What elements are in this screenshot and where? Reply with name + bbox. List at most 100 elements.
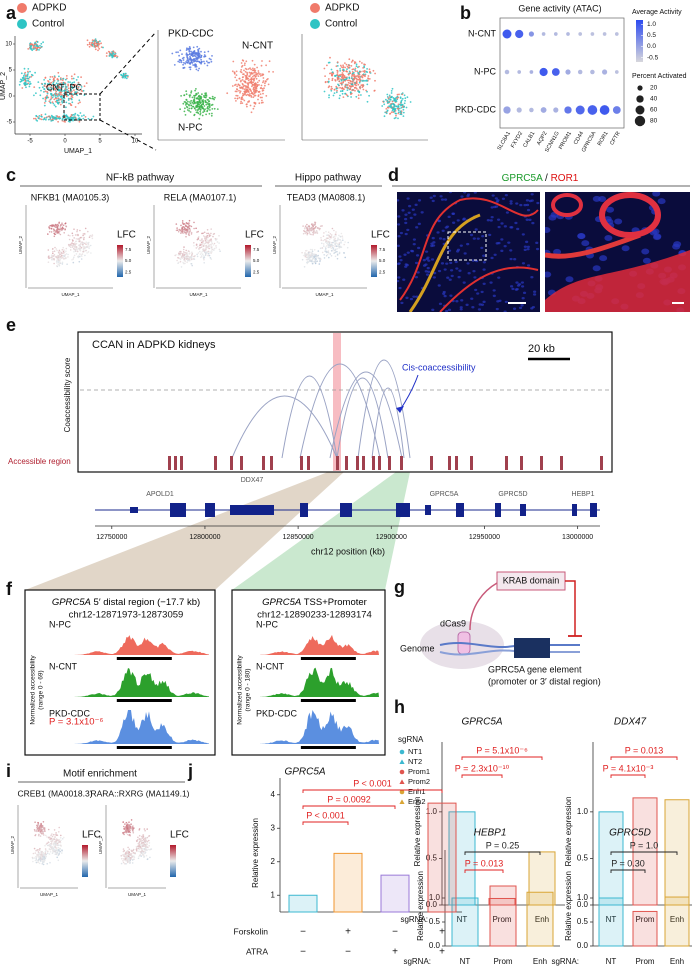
embedding-point (131, 828, 134, 831)
coaccess-arc (231, 395, 338, 459)
embedding-point (249, 104, 252, 107)
embedding-point (202, 240, 205, 242)
nucleus (496, 199, 500, 202)
embedding-point (336, 89, 338, 92)
embedding-point (85, 82, 88, 84)
comparison-bracket (610, 774, 646, 778)
embedding-point (102, 46, 104, 49)
embedding-point (323, 254, 326, 256)
embedding-point (190, 255, 192, 258)
embedding-point (185, 222, 188, 224)
embedding-point (239, 86, 241, 89)
embedding-point (62, 257, 64, 259)
embedding-point (54, 88, 57, 91)
embedding-point (208, 112, 211, 115)
embedding-point (41, 86, 44, 89)
colorbar-label: 7.5 (253, 247, 260, 252)
nucleus (438, 302, 443, 306)
embedding-point (339, 90, 342, 93)
peak-bar (300, 699, 356, 702)
colorbar-label: 0.5 (647, 32, 656, 39)
nucleus (460, 299, 464, 302)
embedding-point (40, 115, 43, 118)
embedding-point (185, 49, 188, 51)
embedding-point (259, 87, 262, 90)
embedding-point (368, 68, 371, 71)
embedding-point (262, 77, 265, 79)
embedding-point (55, 82, 58, 85)
embedding-point (50, 87, 53, 89)
embedding-point (215, 246, 218, 249)
embedding-point (183, 94, 186, 96)
embedding-point (207, 50, 210, 53)
embedding-point (40, 858, 42, 860)
nucleus (614, 218, 623, 225)
embedding-point (63, 232, 65, 234)
embedding-point (143, 845, 145, 847)
embedding-point (46, 90, 48, 93)
embedding-point (338, 74, 341, 77)
embedding-point (386, 93, 389, 96)
embedding-point (54, 231, 57, 233)
nucleus (504, 300, 508, 304)
embedding-point (188, 230, 190, 233)
embedding-point (198, 55, 201, 57)
exon (170, 503, 186, 517)
condition-sign: − (300, 947, 306, 958)
embedding-point (357, 83, 360, 86)
embedding-point (83, 94, 86, 96)
embedding-point (53, 250, 56, 252)
embedding-point (207, 102, 209, 105)
embedding-point (65, 225, 67, 227)
embedding-point (350, 85, 352, 88)
axis-title: UMAP_1 (128, 892, 147, 897)
nucleus (509, 200, 513, 203)
scale-label: 20 kb (528, 343, 555, 355)
nucleus (528, 199, 532, 203)
nucleus (476, 292, 480, 295)
embedding-point (32, 857, 34, 860)
embedding-point (383, 115, 386, 118)
embedding-point (209, 109, 211, 111)
embedding-point (396, 97, 398, 100)
embedding-point (204, 94, 207, 97)
embedding-point (149, 856, 151, 859)
nucleus (486, 219, 490, 222)
plot-title: CREB1 (MA0018.3) (17, 788, 92, 798)
embedding-point (317, 227, 320, 229)
axis-title: chr12 position (kb) (311, 546, 385, 556)
embedding-point (199, 250, 201, 253)
embedding-point (251, 59, 254, 62)
embedding-point (212, 235, 214, 238)
embedding-point (204, 254, 207, 256)
embedding-point (182, 67, 185, 69)
embedding-point (308, 230, 310, 233)
accessible-region (230, 456, 233, 470)
condition-label: Forskolin (234, 926, 269, 936)
embedding-point (206, 235, 209, 237)
embedding-point (65, 106, 67, 109)
embedding-point (67, 256, 69, 258)
embedding-point (23, 74, 25, 77)
nucleus (514, 221, 518, 225)
embedding-point (27, 70, 29, 73)
embedding-point (49, 836, 51, 839)
embedding-point (362, 73, 365, 75)
comparison-bracket (461, 756, 543, 760)
nucleus (429, 196, 433, 199)
nucleus (422, 258, 426, 262)
embedding-point (215, 245, 217, 247)
embedding-point (331, 74, 334, 77)
embedding-point (55, 844, 58, 847)
nucleus (459, 244, 463, 247)
embedding-point (205, 245, 207, 247)
embedding-point (143, 848, 145, 850)
embedding-point (362, 67, 364, 69)
embedding-point (325, 254, 328, 257)
embedding-point (50, 96, 53, 98)
embedding-point (71, 101, 74, 104)
embedding-point (210, 241, 213, 243)
embedding-point (250, 68, 253, 71)
row-label: PKD-CDC (49, 708, 91, 718)
embedding-point (54, 105, 57, 108)
